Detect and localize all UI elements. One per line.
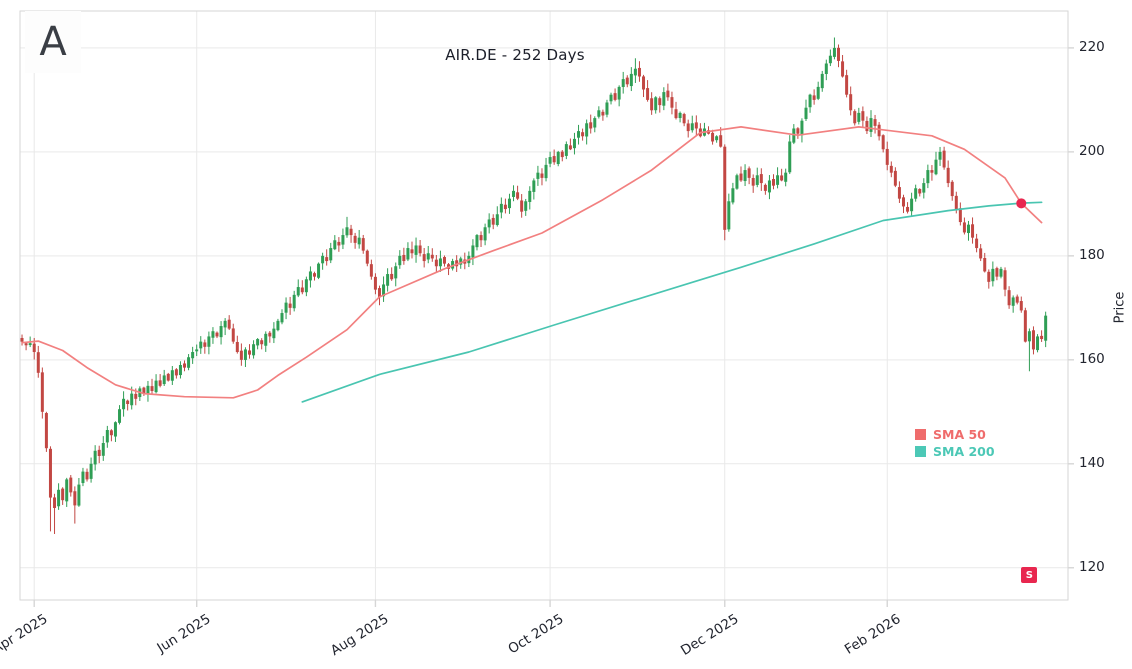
chart-title: AIR.DE - 252 Days bbox=[445, 46, 585, 64]
sell-signal-badge: S bbox=[1021, 567, 1038, 584]
legend-item-sma200: SMA 200 bbox=[915, 443, 995, 460]
legend-label-sma200: SMA 200 bbox=[933, 444, 995, 459]
y-tick-label: 120 bbox=[1079, 558, 1105, 575]
y-tick-label: 160 bbox=[1079, 350, 1105, 367]
sma50-swatch-icon bbox=[915, 429, 926, 440]
y-tick-label: 200 bbox=[1079, 142, 1105, 159]
chart-legend: SMA 50 SMA 200 bbox=[915, 426, 995, 460]
logo-a-badge: A bbox=[25, 11, 81, 73]
y-axis-title: Price bbox=[1112, 291, 1128, 324]
y-tick-label: 140 bbox=[1079, 454, 1105, 471]
y-tick-label: 220 bbox=[1079, 38, 1105, 55]
y-tick-label: 180 bbox=[1079, 246, 1105, 263]
logo-letter: A bbox=[39, 19, 67, 65]
death-cross-dot bbox=[1016, 198, 1027, 209]
sma200-swatch-icon bbox=[915, 446, 926, 457]
legend-item-sma50: SMA 50 bbox=[915, 426, 995, 443]
sell-signal-label: S bbox=[1025, 569, 1033, 581]
legend-label-sma50: SMA 50 bbox=[933, 427, 986, 442]
